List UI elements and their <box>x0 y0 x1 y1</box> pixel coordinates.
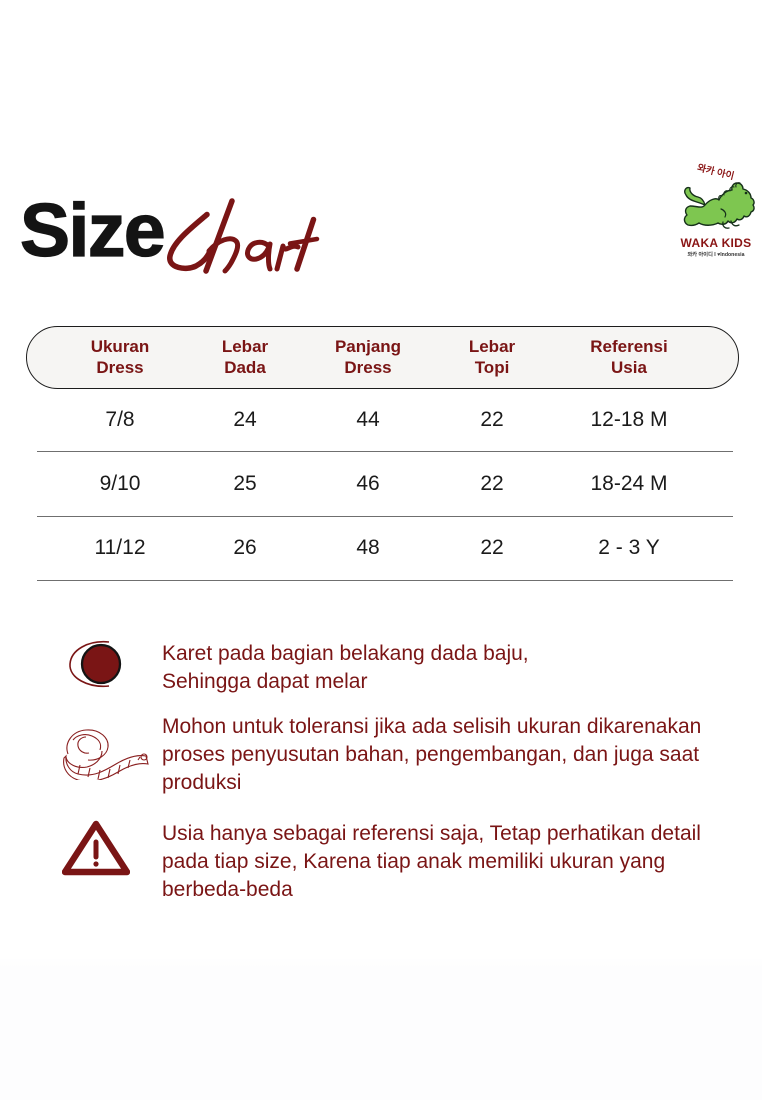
svg-text:WAKA KIDS: WAKA KIDS <box>681 236 752 250</box>
svg-text:와카 아이디 I ♥Indonesia: 와카 아이디 I ♥Indonesia <box>688 250 745 258</box>
svg-text:와카 아이: 와카 아이 <box>696 162 735 183</box>
